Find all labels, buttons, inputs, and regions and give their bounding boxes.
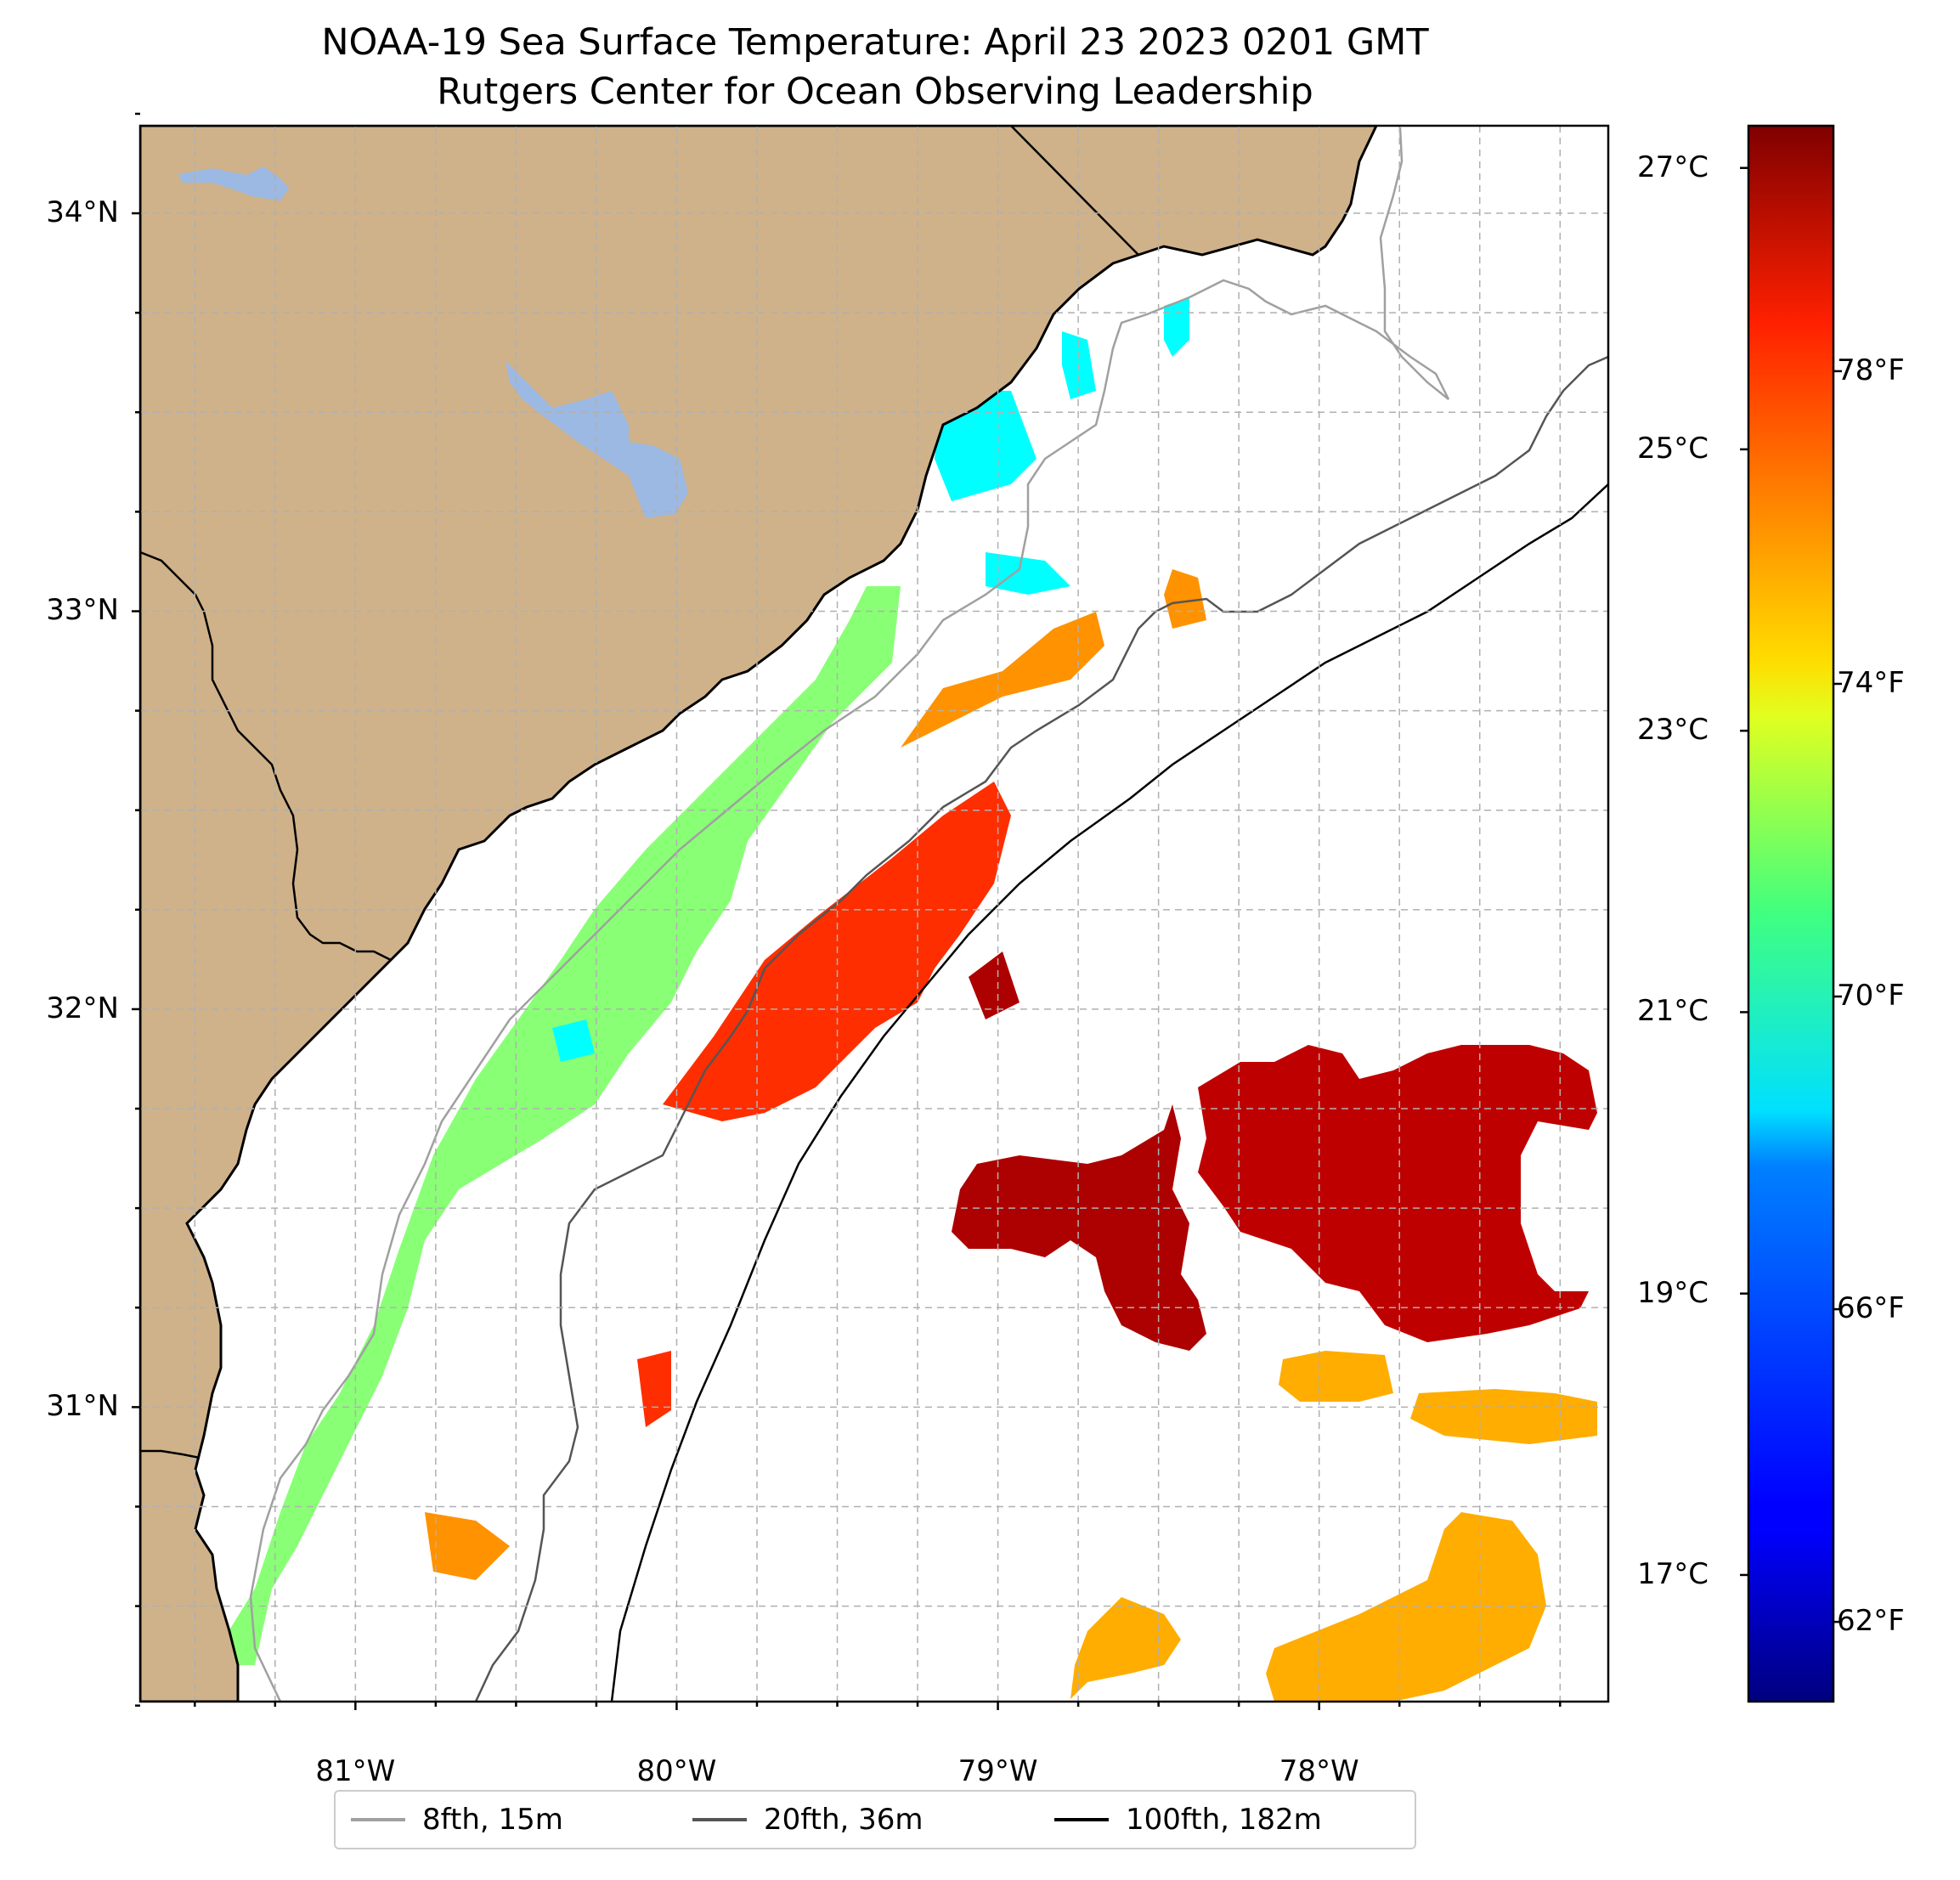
legend-item-20fth: 20fth, 36m xyxy=(692,1792,924,1848)
colorbar-celsius-25: 25°C xyxy=(1637,431,1709,466)
offshore-south xyxy=(1070,1351,1597,1702)
lake-marion xyxy=(178,167,289,200)
contour-20fth xyxy=(474,355,1608,1702)
legend-item-8fth: 8fth, 15m xyxy=(351,1792,563,1848)
lon-label-79w: 79°W xyxy=(957,1754,1038,1788)
map-frame xyxy=(138,124,1610,1703)
legend-swatch-100fth xyxy=(1054,1818,1109,1821)
state-border-sc-ga xyxy=(140,550,392,962)
colorbar-fahrenheit-78: 78°F xyxy=(1837,353,1905,387)
lat-label-33n: 33°N xyxy=(46,593,119,628)
contour-legend: 8fth, 15m 20fth, 36m 100fth, 182m xyxy=(334,1790,1416,1849)
colorbar-celsius-17: 17°C xyxy=(1637,1556,1709,1591)
legend-label-20fth: 20fth, 36m xyxy=(764,1803,924,1837)
colorbar-celsius-21: 21°C xyxy=(1637,994,1709,1029)
state-border-ga-fl xyxy=(140,1449,201,1459)
lon-label-80w: 80°W xyxy=(636,1754,717,1788)
colorbar-celsius-19: 19°C xyxy=(1637,1275,1709,1310)
state-border-nc-sc xyxy=(1010,126,1139,256)
gridlines xyxy=(140,126,1608,1702)
legend-swatch-8fth xyxy=(351,1818,405,1821)
map-subtitle: Rutgers Center for Ocean Observing Leade… xyxy=(437,71,1313,113)
map-title: NOAA-19 Sea Surface Temperature: April 2… xyxy=(321,21,1429,64)
legend-label-8fth: 8fth, 15m xyxy=(422,1803,563,1837)
lon-label-78w: 78°W xyxy=(1279,1754,1359,1788)
colorbar xyxy=(1747,124,1835,1703)
contour-8fth xyxy=(249,127,1450,1702)
lat-label-32n: 32°N xyxy=(46,991,119,1025)
colorbar-celsius-27: 27°C xyxy=(1637,150,1709,184)
colorbar-fahrenheit-66: 66°F xyxy=(1837,1291,1905,1326)
legend-label-100fth: 100fth, 182m xyxy=(1126,1803,1322,1837)
legend-item-100fth: 100fth, 182m xyxy=(1054,1792,1322,1848)
colorbar-fahrenheit-74: 74°F xyxy=(1837,665,1905,700)
gulf-stream-west xyxy=(952,951,1206,1351)
midshelf-front xyxy=(637,782,1011,1427)
lon-label-81w: 81°W xyxy=(315,1754,396,1788)
colorbar-fahrenheit-62: 62°F xyxy=(1837,1604,1905,1639)
nearshore-band xyxy=(212,586,901,1665)
colorbar-celsius-23: 23°C xyxy=(1637,713,1709,748)
lat-label-31n: 31°N xyxy=(46,1389,119,1424)
legend-swatch-20fth xyxy=(692,1818,747,1821)
gulf-stream-east xyxy=(1198,1045,1597,1342)
lat-label-34n: 34°N xyxy=(46,195,119,230)
colorbar-fahrenheit-70: 70°F xyxy=(1837,979,1905,1013)
land-area xyxy=(140,126,1378,1702)
